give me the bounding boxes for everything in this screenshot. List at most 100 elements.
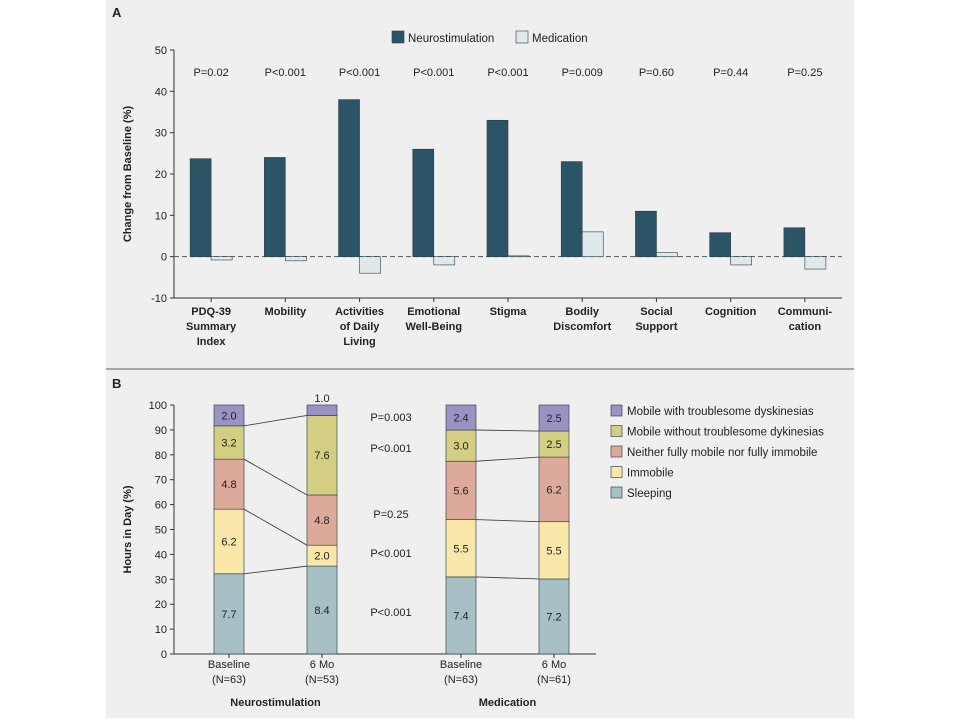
p-value-label: P=0.25 xyxy=(373,509,408,521)
group-label: Neurostimulation xyxy=(230,697,321,709)
stacked-segment xyxy=(306,404,338,416)
legend-swatch xyxy=(515,30,529,44)
legend-label: Mobile without troublesome dykinesias xyxy=(627,427,824,439)
segment-value-label: 2.0 xyxy=(314,551,329,563)
y-tick-label: 20 xyxy=(155,169,167,181)
x-category-label: Cognition xyxy=(705,306,757,318)
y-tick-label: 60 xyxy=(155,500,167,512)
x-category-label: Social Support xyxy=(635,306,677,333)
y-tick-label: 0 xyxy=(161,252,167,264)
stacked-segment xyxy=(306,415,338,496)
segment-value-label: 4.8 xyxy=(314,515,329,527)
bar-neurostimulation xyxy=(412,148,435,257)
bar-label: 6 Mo xyxy=(310,659,334,671)
y-tick-label: 70 xyxy=(155,475,167,487)
connector-line xyxy=(243,508,308,546)
stacked-segment xyxy=(213,404,245,427)
p-value-label: P<0.001 xyxy=(265,67,306,79)
panel-a-letter: A xyxy=(112,5,122,20)
segment-value-label: 1.0 xyxy=(314,393,329,405)
legend-label: Mobile with troublesome dyskinesias xyxy=(627,406,814,418)
bar-n-label: (N=63) xyxy=(444,674,478,686)
segment-value-label: 3.2 xyxy=(221,438,236,450)
p-value-label: P=0.009 xyxy=(562,67,603,79)
stacked-segment xyxy=(445,429,477,462)
bar-medication xyxy=(804,256,827,270)
y-axis-title: Hours in Day (%) xyxy=(122,485,134,573)
stacked-segment xyxy=(445,460,477,520)
p-value-label: P=0.02 xyxy=(194,67,229,79)
legend-label: Immobile xyxy=(627,468,674,480)
legend-label: Sleeping xyxy=(627,488,672,500)
y-tick-label: 80 xyxy=(155,450,167,462)
p-value-label: P=0.25 xyxy=(787,67,822,79)
y-tick-label: 0 xyxy=(161,649,167,661)
segment-value-label: 7.7 xyxy=(221,609,236,621)
stacked-segment xyxy=(538,578,570,655)
segment-value-label: 5.6 xyxy=(453,485,468,497)
legend-label: Medication xyxy=(532,33,588,45)
legend-swatch xyxy=(610,486,623,499)
p-value-label: P<0.001 xyxy=(487,67,528,79)
panel-a-background xyxy=(106,0,854,368)
p-value-label: P<0.001 xyxy=(370,607,411,619)
y-tick-label: 90 xyxy=(155,425,167,437)
y-tick-label: 40 xyxy=(155,86,167,98)
stacked-segment xyxy=(213,458,245,510)
y-tick-label: 30 xyxy=(155,128,167,140)
segment-value-label: 8.4 xyxy=(314,605,329,617)
y-tick-label: 20 xyxy=(155,599,167,611)
bar-neurostimulation xyxy=(338,99,360,257)
bar-neurostimulation xyxy=(560,161,583,257)
connector-line xyxy=(243,415,308,427)
y-tick-label: 40 xyxy=(155,549,167,561)
x-category-label: PDQ-39 Summary Index xyxy=(186,306,237,348)
y-tick-label: 50 xyxy=(155,525,167,537)
segment-value-label: 6.2 xyxy=(221,536,236,548)
segment-value-label: 7.6 xyxy=(314,450,329,462)
p-value-label: P=0.60 xyxy=(639,67,674,79)
bar-medication xyxy=(507,255,530,257)
bar-label: Baseline xyxy=(208,659,250,671)
p-value-label: P<0.001 xyxy=(413,67,454,79)
stacked-segment xyxy=(538,404,570,432)
connector-line xyxy=(243,565,308,575)
panel-b-letter: B xyxy=(112,376,121,391)
segment-value-label: 2.5 xyxy=(546,413,561,425)
segment-value-label: 2.5 xyxy=(546,439,561,451)
y-axis-title: Change from Baseline (%) xyxy=(122,106,134,243)
x-category-label: Emotional Well-Being xyxy=(405,306,462,333)
y-tick-label: 100 xyxy=(149,400,167,412)
stacked-segment xyxy=(213,573,245,655)
p-value-label: P<0.001 xyxy=(339,67,380,79)
connector-line xyxy=(243,458,308,496)
p-value-label: P=0.003 xyxy=(370,412,411,424)
connector-line xyxy=(475,576,540,580)
bar-n-label: (N=53) xyxy=(305,674,339,686)
bar-medication xyxy=(581,231,604,257)
y-tick-label: -10 xyxy=(151,293,167,305)
segment-value-label: 2.4 xyxy=(453,413,468,425)
connector-line xyxy=(475,456,540,462)
segment-value-label: 4.8 xyxy=(221,479,236,491)
p-value-label: P=0.44 xyxy=(713,67,748,79)
segment-value-label: 5.5 xyxy=(453,543,468,555)
bar-medication xyxy=(285,256,307,262)
segment-value-label: 3.0 xyxy=(453,441,468,453)
segment-value-label: 2.0 xyxy=(221,410,236,422)
x-category-label: Bodily Discomfort xyxy=(553,306,611,333)
legend-swatch xyxy=(610,445,623,458)
legend: Mobile with troublesome dyskinesias Mobil… xyxy=(610,404,824,500)
bar-label: 6 Mo xyxy=(542,659,566,671)
bar-n-label: (N=63) xyxy=(212,674,246,686)
stacked-segment xyxy=(306,494,338,546)
p-value-label: P<0.001 xyxy=(370,548,411,560)
segment-value-label: 7.4 xyxy=(453,610,468,622)
y-tick-label: 10 xyxy=(155,210,167,222)
bar-neurostimulation xyxy=(189,158,212,257)
y-tick-label: 50 xyxy=(155,45,167,57)
legend: Neurostimulation Medication xyxy=(391,30,588,45)
segment-value-label: 7.2 xyxy=(546,611,561,623)
connector-line xyxy=(475,519,540,523)
